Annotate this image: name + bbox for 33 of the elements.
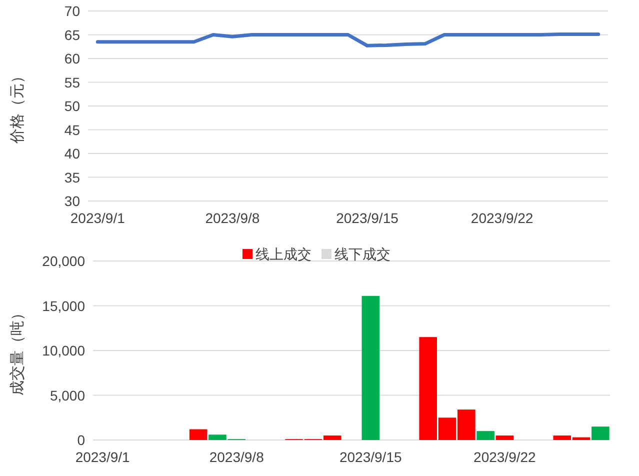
x-tick-label: 2023/9/1 [75,449,130,465]
y-tick-label: 45 [64,122,80,138]
bar [592,426,610,440]
x-tick-label: 2023/9/22 [470,210,534,226]
y-tick-label: 5,000 [50,387,86,404]
y-tick-label: 70 [64,3,80,19]
bar [189,429,208,440]
y-tick-label: 0 [77,432,86,448]
x-tick-label: 2023/9/1 [70,210,126,226]
y-tick-label: 30 [64,193,80,209]
bar [476,431,494,440]
bar [362,296,380,440]
x-tick-label: 2023/9/8 [209,449,264,465]
legend-item: 线上成交 [242,246,312,262]
y-axis-title: 成交量（吨） [9,306,26,396]
legend-item: 线下成交 [322,246,390,262]
x-tick-label: 2023/9/8 [205,210,260,226]
x-tick-label: 2023/9/22 [474,449,536,465]
y-tick-label: 15,000 [42,298,86,314]
x-tick-label: 2023/9/15 [340,449,402,465]
bar [496,436,514,440]
y-tick-label: 65 [64,26,80,43]
y-axis-title: 价格（元） [9,68,26,144]
y-tick-label: 20,000 [42,253,86,269]
y-tick-label: 10,000 [42,342,86,358]
y-tick-label: 60 [64,50,80,66]
y-tick-label: 40 [64,146,80,162]
legend-label: 线上成交 [256,246,312,262]
x-tick-label: 2023/9/15 [336,210,399,226]
y-tick-label: 35 [64,169,80,186]
y-tick-label: 55 [64,74,80,90]
line-series [96,32,600,48]
y-tick-label: 50 [64,98,80,114]
